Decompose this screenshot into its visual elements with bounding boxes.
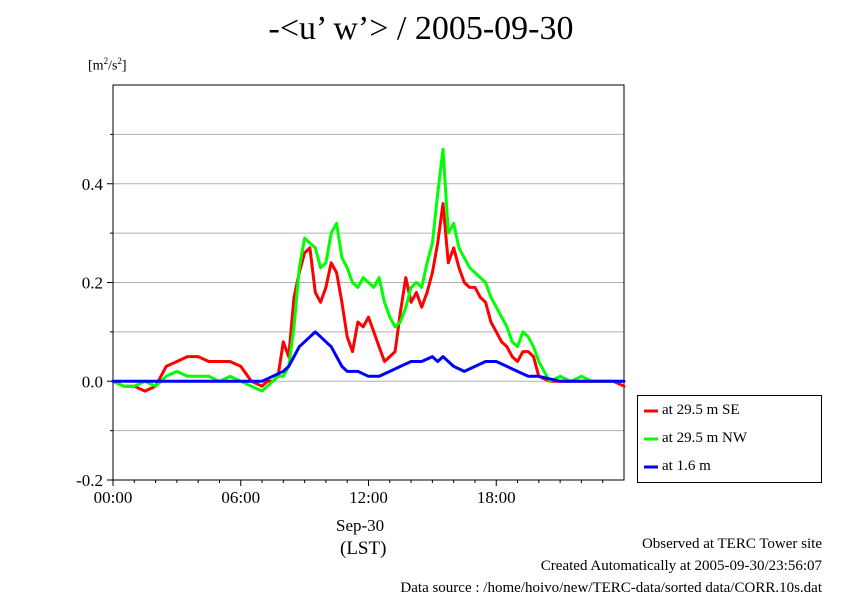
y-axis-unit-label: [m2/s2]	[88, 56, 127, 74]
series-1p6m-line	[111, 330, 626, 383]
x-axis-date-label: Sep-30	[336, 516, 385, 535]
y-tick-label: 0.2	[82, 274, 103, 293]
chart-title: -<u’ w’> / 2005-09-30	[268, 10, 574, 47]
footer-data-source: Data source : /home/hoivo/new/TERC-data/…	[400, 580, 822, 596]
x-tick-label: 12:00	[349, 488, 388, 507]
legend-item: at 29.5 m NW	[644, 430, 747, 447]
y-tick-label: 0.0	[82, 372, 103, 391]
legend-swatch	[644, 437, 658, 441]
series-nw-line	[111, 147, 626, 393]
footer-site-note: Observed at TERC Tower site	[641, 536, 822, 552]
x-tick-label: 18:00	[477, 488, 516, 507]
series-se-line	[111, 202, 626, 393]
legend-item: at 1.6 m	[644, 458, 711, 475]
legend-item: at 29.5 m SE	[644, 402, 740, 419]
x-axis-timezone-label: (LST)	[340, 538, 387, 559]
x-tick-label: 00:00	[94, 488, 133, 507]
footer-created-note: Created Automatically at 2005-09-30/23:5…	[540, 558, 822, 574]
legend-label: at 29.5 m NW	[662, 430, 747, 446]
legend: at 29.5 m SE at 29.5 m NW at 1.6 m	[637, 395, 822, 483]
y-tick-label: -0.2	[76, 471, 103, 490]
legend-swatch	[644, 465, 658, 469]
x-tick-label: 06:00	[221, 488, 260, 507]
y-tick-label: 0.4	[82, 175, 104, 194]
legend-swatch	[644, 409, 658, 413]
legend-label: at 29.5 m SE	[662, 402, 740, 418]
legend-label: at 1.6 m	[662, 458, 711, 474]
